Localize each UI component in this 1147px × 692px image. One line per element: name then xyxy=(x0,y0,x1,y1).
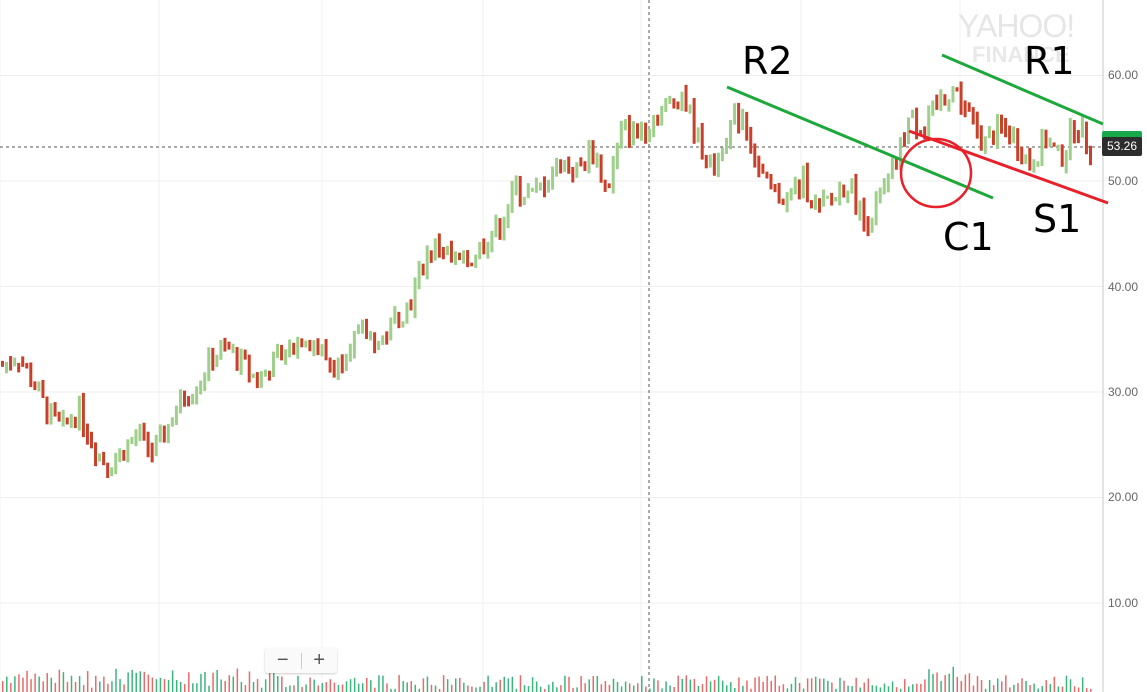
zoom-separator xyxy=(300,652,302,669)
finance-watermark: FINANCE xyxy=(972,42,1070,67)
ytick-20: 20.00 xyxy=(1108,490,1139,504)
annotation-r2: R2 xyxy=(742,39,793,83)
yahoo-watermark: YAHOO! xyxy=(958,8,1075,44)
ytick-50: 50.00 xyxy=(1108,174,1139,188)
annotation-c1: C1 xyxy=(943,215,994,259)
zoom-out-button[interactable]: − xyxy=(276,649,289,671)
trendlines xyxy=(726,53,1109,209)
current-price-tag: 53.26 xyxy=(1102,137,1142,156)
annotation-r1: R1 xyxy=(1024,39,1075,83)
ytick-60: 60.00 xyxy=(1108,68,1139,82)
price-bars xyxy=(1,81,1092,479)
zoom-controls: − + xyxy=(265,648,337,673)
zoom-in-button[interactable]: + xyxy=(313,649,326,671)
annotation-s1: S1 xyxy=(1033,197,1082,241)
last-price-marker xyxy=(1102,131,1142,139)
ytick-40: 40.00 xyxy=(1108,280,1139,294)
ytick-30: 30.00 xyxy=(1108,385,1139,399)
volume-bars xyxy=(2,666,1092,692)
ytick-10: 10.00 xyxy=(1108,596,1139,610)
